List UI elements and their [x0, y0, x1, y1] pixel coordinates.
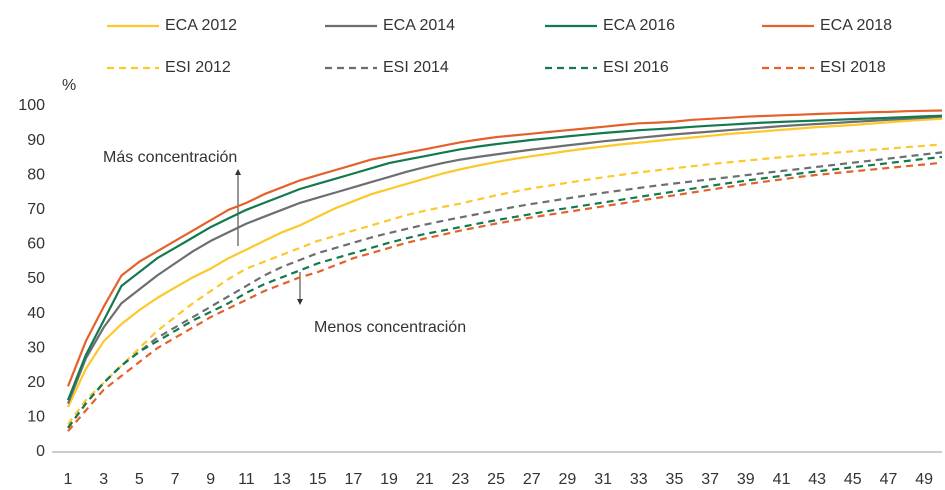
legend-label: ECA 2016 [603, 17, 675, 34]
y-tick-label: 80 [27, 166, 45, 183]
x-tick-label: 37 [701, 471, 719, 488]
x-tick-label: 3 [99, 471, 108, 488]
x-tick-label: 41 [773, 471, 791, 488]
x-tick-label: 25 [487, 471, 505, 488]
line-series [66, 115, 943, 405]
x-tick-label: 29 [559, 471, 577, 488]
y-tick-label: 0 [36, 443, 45, 460]
line-series [66, 114, 943, 401]
annotation: Menos concentración [314, 319, 466, 336]
legend-label: ESI 2014 [383, 59, 449, 76]
x-tick-label: 27 [523, 471, 541, 488]
y-tick-label: 70 [27, 201, 45, 218]
line-series [67, 155, 943, 429]
legend-label: ESI 2016 [603, 59, 669, 76]
line-series [66, 109, 943, 387]
y-tick-label: 90 [27, 132, 45, 149]
x-tick-label: 17 [344, 471, 362, 488]
line-series [67, 117, 943, 408]
y-axis-label: % [62, 77, 76, 94]
legend-label: ECA 2014 [383, 17, 455, 34]
y-tick-label: 30 [27, 339, 45, 356]
y-tick-label: 60 [27, 236, 45, 253]
line-series [67, 151, 943, 429]
x-tick-label: 39 [737, 471, 755, 488]
y-tick-label: 10 [27, 409, 45, 426]
y-tick-label: 100 [18, 97, 45, 114]
x-tick-label: 35 [666, 471, 684, 488]
x-tick-label: 49 [915, 471, 933, 488]
x-tick-label: 11 [238, 471, 255, 488]
x-tick-label: 13 [273, 471, 291, 488]
x-tick-label: 23 [452, 471, 470, 488]
x-tick-label: 47 [880, 471, 898, 488]
x-tick-label: 5 [135, 471, 144, 488]
line-series [67, 143, 943, 425]
x-tick-label: 21 [416, 471, 434, 488]
x-tick-label: 45 [844, 471, 862, 488]
x-tick-label: 15 [309, 471, 327, 488]
x-tick-label: 33 [630, 471, 648, 488]
x-tick-label: 9 [206, 471, 215, 488]
legend-label: ECA 2012 [165, 17, 237, 34]
x-tick-label: 43 [808, 471, 826, 488]
x-tick-label: 31 [594, 471, 612, 488]
x-tick-label: 7 [171, 471, 180, 488]
x-tick-label: 1 [64, 471, 73, 488]
line-series [67, 161, 943, 432]
annotation: Más concentración [103, 149, 237, 166]
x-tick-label: 19 [380, 471, 398, 488]
y-tick-label: 20 [27, 374, 45, 391]
legend-label: ECA 2018 [820, 17, 892, 34]
legend-label: ESI 2018 [820, 59, 886, 76]
y-tick-label: 50 [27, 270, 45, 287]
y-tick-label: 40 [27, 305, 45, 322]
legend-label: ESI 2012 [165, 59, 231, 76]
